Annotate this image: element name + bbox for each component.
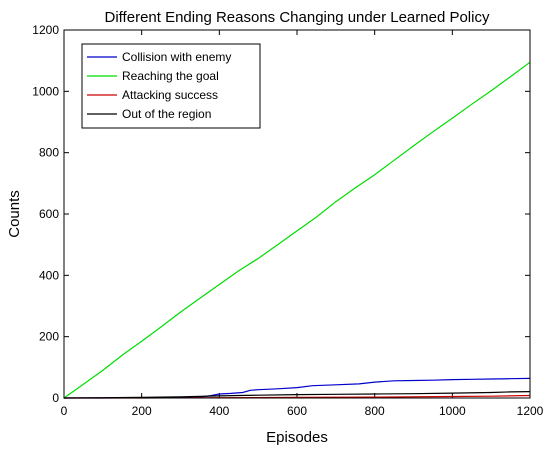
y-tick-label: 600 <box>39 207 59 221</box>
plot-frame <box>63 29 531 399</box>
legend-label: Collision with enemy <box>122 50 231 64</box>
legend: Collision with enemy Reaching the goal Att… <box>81 43 261 129</box>
x-tick-label: 600 <box>287 404 307 418</box>
legend-label: Reaching the goal <box>122 69 219 83</box>
y-tick-label: 200 <box>39 330 59 344</box>
y-tick-label: 0 <box>52 391 59 405</box>
legend-label: Attacking success <box>122 88 218 102</box>
x-tick-label: 1000 <box>439 404 466 418</box>
x-tick-label: 800 <box>365 404 385 418</box>
x-tick-label: 0 <box>61 404 68 418</box>
y-tick-label: 800 <box>39 146 59 160</box>
x-tick-label: 200 <box>132 404 152 418</box>
x-axis-label: Episodes <box>266 429 328 446</box>
y-tick-label: 1000 <box>32 84 59 98</box>
legend-label: Out of the region <box>122 107 211 121</box>
axis-ticks: 0 200 400 600 800 1000 1200 0 200 400 600 800 1000 12… <box>32 23 543 418</box>
x-tick-label: 400 <box>209 404 229 418</box>
series-line-reaching-the-goal <box>63 61 531 399</box>
series-line-out-of-the-region <box>63 391 531 399</box>
y-tick-label: 1200 <box>32 23 59 37</box>
plot-series <box>63 61 531 399</box>
y-axis-label: Counts <box>6 190 23 238</box>
y-tick-label: 400 <box>39 268 59 282</box>
chart-title: Different Ending Reasons Changing under … <box>105 9 490 26</box>
series-line-collision-with-enemy <box>64 377 531 399</box>
x-tick-label: 1200 <box>517 404 544 418</box>
